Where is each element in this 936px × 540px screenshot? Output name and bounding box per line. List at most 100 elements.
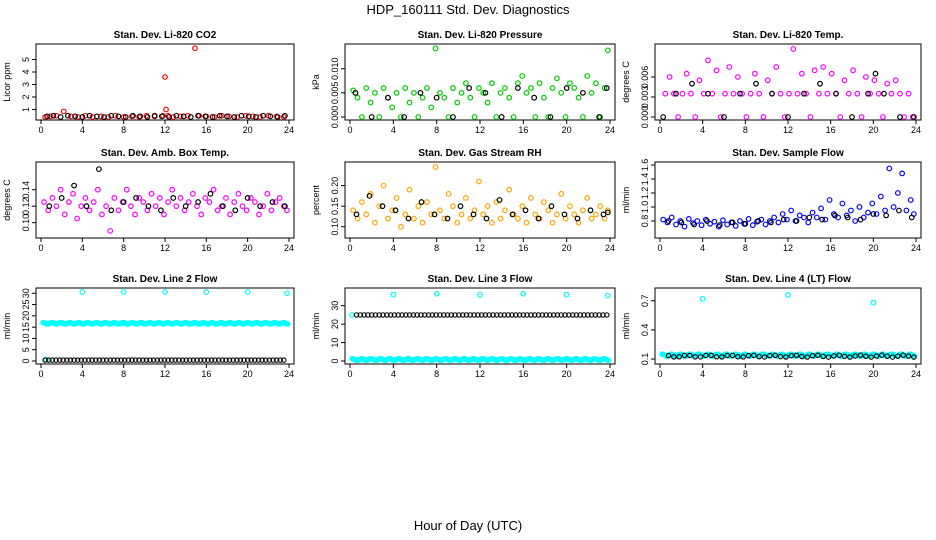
data-point bbox=[482, 312, 489, 318]
data-point bbox=[107, 227, 114, 234]
data-point bbox=[83, 203, 90, 210]
data-point bbox=[47, 113, 54, 120]
x-tick-label: 4 bbox=[700, 369, 705, 379]
data-point bbox=[554, 75, 560, 82]
data-point bbox=[368, 312, 375, 318]
data-point bbox=[785, 291, 791, 298]
data-point bbox=[187, 114, 194, 120]
data-point bbox=[724, 352, 730, 359]
data-point bbox=[581, 312, 587, 318]
data-point bbox=[457, 203, 464, 210]
data-point bbox=[523, 89, 530, 96]
data-point bbox=[809, 353, 816, 359]
data-point bbox=[580, 207, 586, 214]
data-point bbox=[61, 211, 68, 218]
data-point bbox=[162, 74, 168, 80]
data-point bbox=[535, 215, 542, 222]
data-point bbox=[136, 195, 143, 201]
data-point bbox=[226, 357, 233, 363]
data-point bbox=[689, 80, 695, 87]
data-point bbox=[577, 312, 583, 318]
data-point bbox=[819, 216, 826, 223]
data-point bbox=[813, 214, 820, 221]
x-tick-label: 12 bbox=[475, 243, 485, 253]
data-point bbox=[545, 114, 552, 120]
y-tick-label: 0.7 bbox=[640, 294, 650, 307]
data-point bbox=[428, 104, 435, 111]
data-point bbox=[376, 312, 382, 318]
data-point bbox=[761, 354, 768, 360]
panel-line2: Stan. Dev. Line 2 Flow ml/min 0 4 8 12 16 20 24 0… bbox=[2, 274, 295, 379]
data-point bbox=[148, 190, 155, 197]
data-point bbox=[563, 85, 570, 91]
data-point bbox=[433, 312, 439, 318]
data-point bbox=[480, 211, 487, 218]
x-tick-label: 20 bbox=[562, 243, 572, 253]
panel-title: Stan. Dev. Amb. Box Temp. bbox=[101, 148, 229, 159]
data-point bbox=[775, 219, 782, 226]
data-point bbox=[699, 295, 706, 302]
data-point bbox=[805, 219, 812, 226]
data-point bbox=[368, 114, 375, 120]
data-point bbox=[399, 312, 405, 318]
data-point bbox=[749, 222, 756, 229]
y-tick-label: 0.15 bbox=[330, 197, 340, 215]
data-point bbox=[418, 199, 425, 205]
data-point bbox=[224, 113, 230, 120]
data-point bbox=[512, 312, 519, 318]
data-point bbox=[252, 357, 258, 363]
data-point bbox=[93, 357, 99, 363]
data-point bbox=[587, 207, 594, 214]
y-axis-label: Licor ppm bbox=[2, 62, 12, 102]
data-point bbox=[798, 70, 805, 77]
data-point bbox=[793, 218, 800, 224]
data-point bbox=[357, 312, 364, 318]
data-point bbox=[421, 312, 428, 318]
series-line-2 bbox=[42, 357, 287, 363]
data-point bbox=[673, 221, 679, 228]
data-point bbox=[806, 214, 813, 221]
data-point bbox=[380, 85, 387, 91]
data-point bbox=[584, 195, 591, 201]
data-point bbox=[497, 215, 504, 222]
y-tick-label: 5 bbox=[21, 347, 31, 352]
data-point bbox=[470, 211, 477, 218]
data-point bbox=[756, 90, 763, 97]
data-point bbox=[251, 199, 258, 205]
data-point bbox=[784, 216, 790, 223]
data-point bbox=[114, 357, 121, 363]
data-point bbox=[58, 195, 65, 201]
data-point bbox=[896, 207, 902, 214]
data-point bbox=[580, 89, 586, 96]
data-point bbox=[531, 312, 538, 318]
series-line-1 bbox=[40, 289, 291, 363]
x-tick-label: 0 bbox=[347, 125, 352, 135]
data-point bbox=[892, 77, 899, 84]
y-tick-label: 0.010 bbox=[330, 57, 340, 80]
x-tick-label: 16 bbox=[826, 125, 836, 135]
data-point bbox=[815, 352, 821, 358]
data-point bbox=[558, 312, 564, 318]
data-point bbox=[281, 112, 288, 119]
data-point bbox=[509, 312, 515, 318]
data-point bbox=[713, 67, 720, 74]
data-point bbox=[354, 94, 361, 101]
data-point bbox=[385, 94, 391, 101]
data-point bbox=[890, 204, 897, 210]
data-point bbox=[79, 289, 86, 296]
data-point bbox=[675, 114, 682, 120]
data-point bbox=[467, 312, 473, 318]
data-point bbox=[897, 90, 903, 97]
data-point bbox=[260, 203, 267, 210]
data-point bbox=[182, 203, 189, 210]
data-point bbox=[244, 357, 251, 363]
data-point bbox=[223, 195, 229, 201]
data-point bbox=[832, 212, 838, 219]
y-tick-label: 0.003 bbox=[640, 86, 650, 109]
data-point bbox=[67, 357, 74, 363]
data-point bbox=[713, 354, 720, 360]
panel-title: Stan. Dev. Line 4 (LT) Flow bbox=[725, 274, 851, 285]
data-point bbox=[398, 223, 404, 230]
data-point bbox=[53, 203, 60, 210]
data-point bbox=[550, 312, 557, 318]
